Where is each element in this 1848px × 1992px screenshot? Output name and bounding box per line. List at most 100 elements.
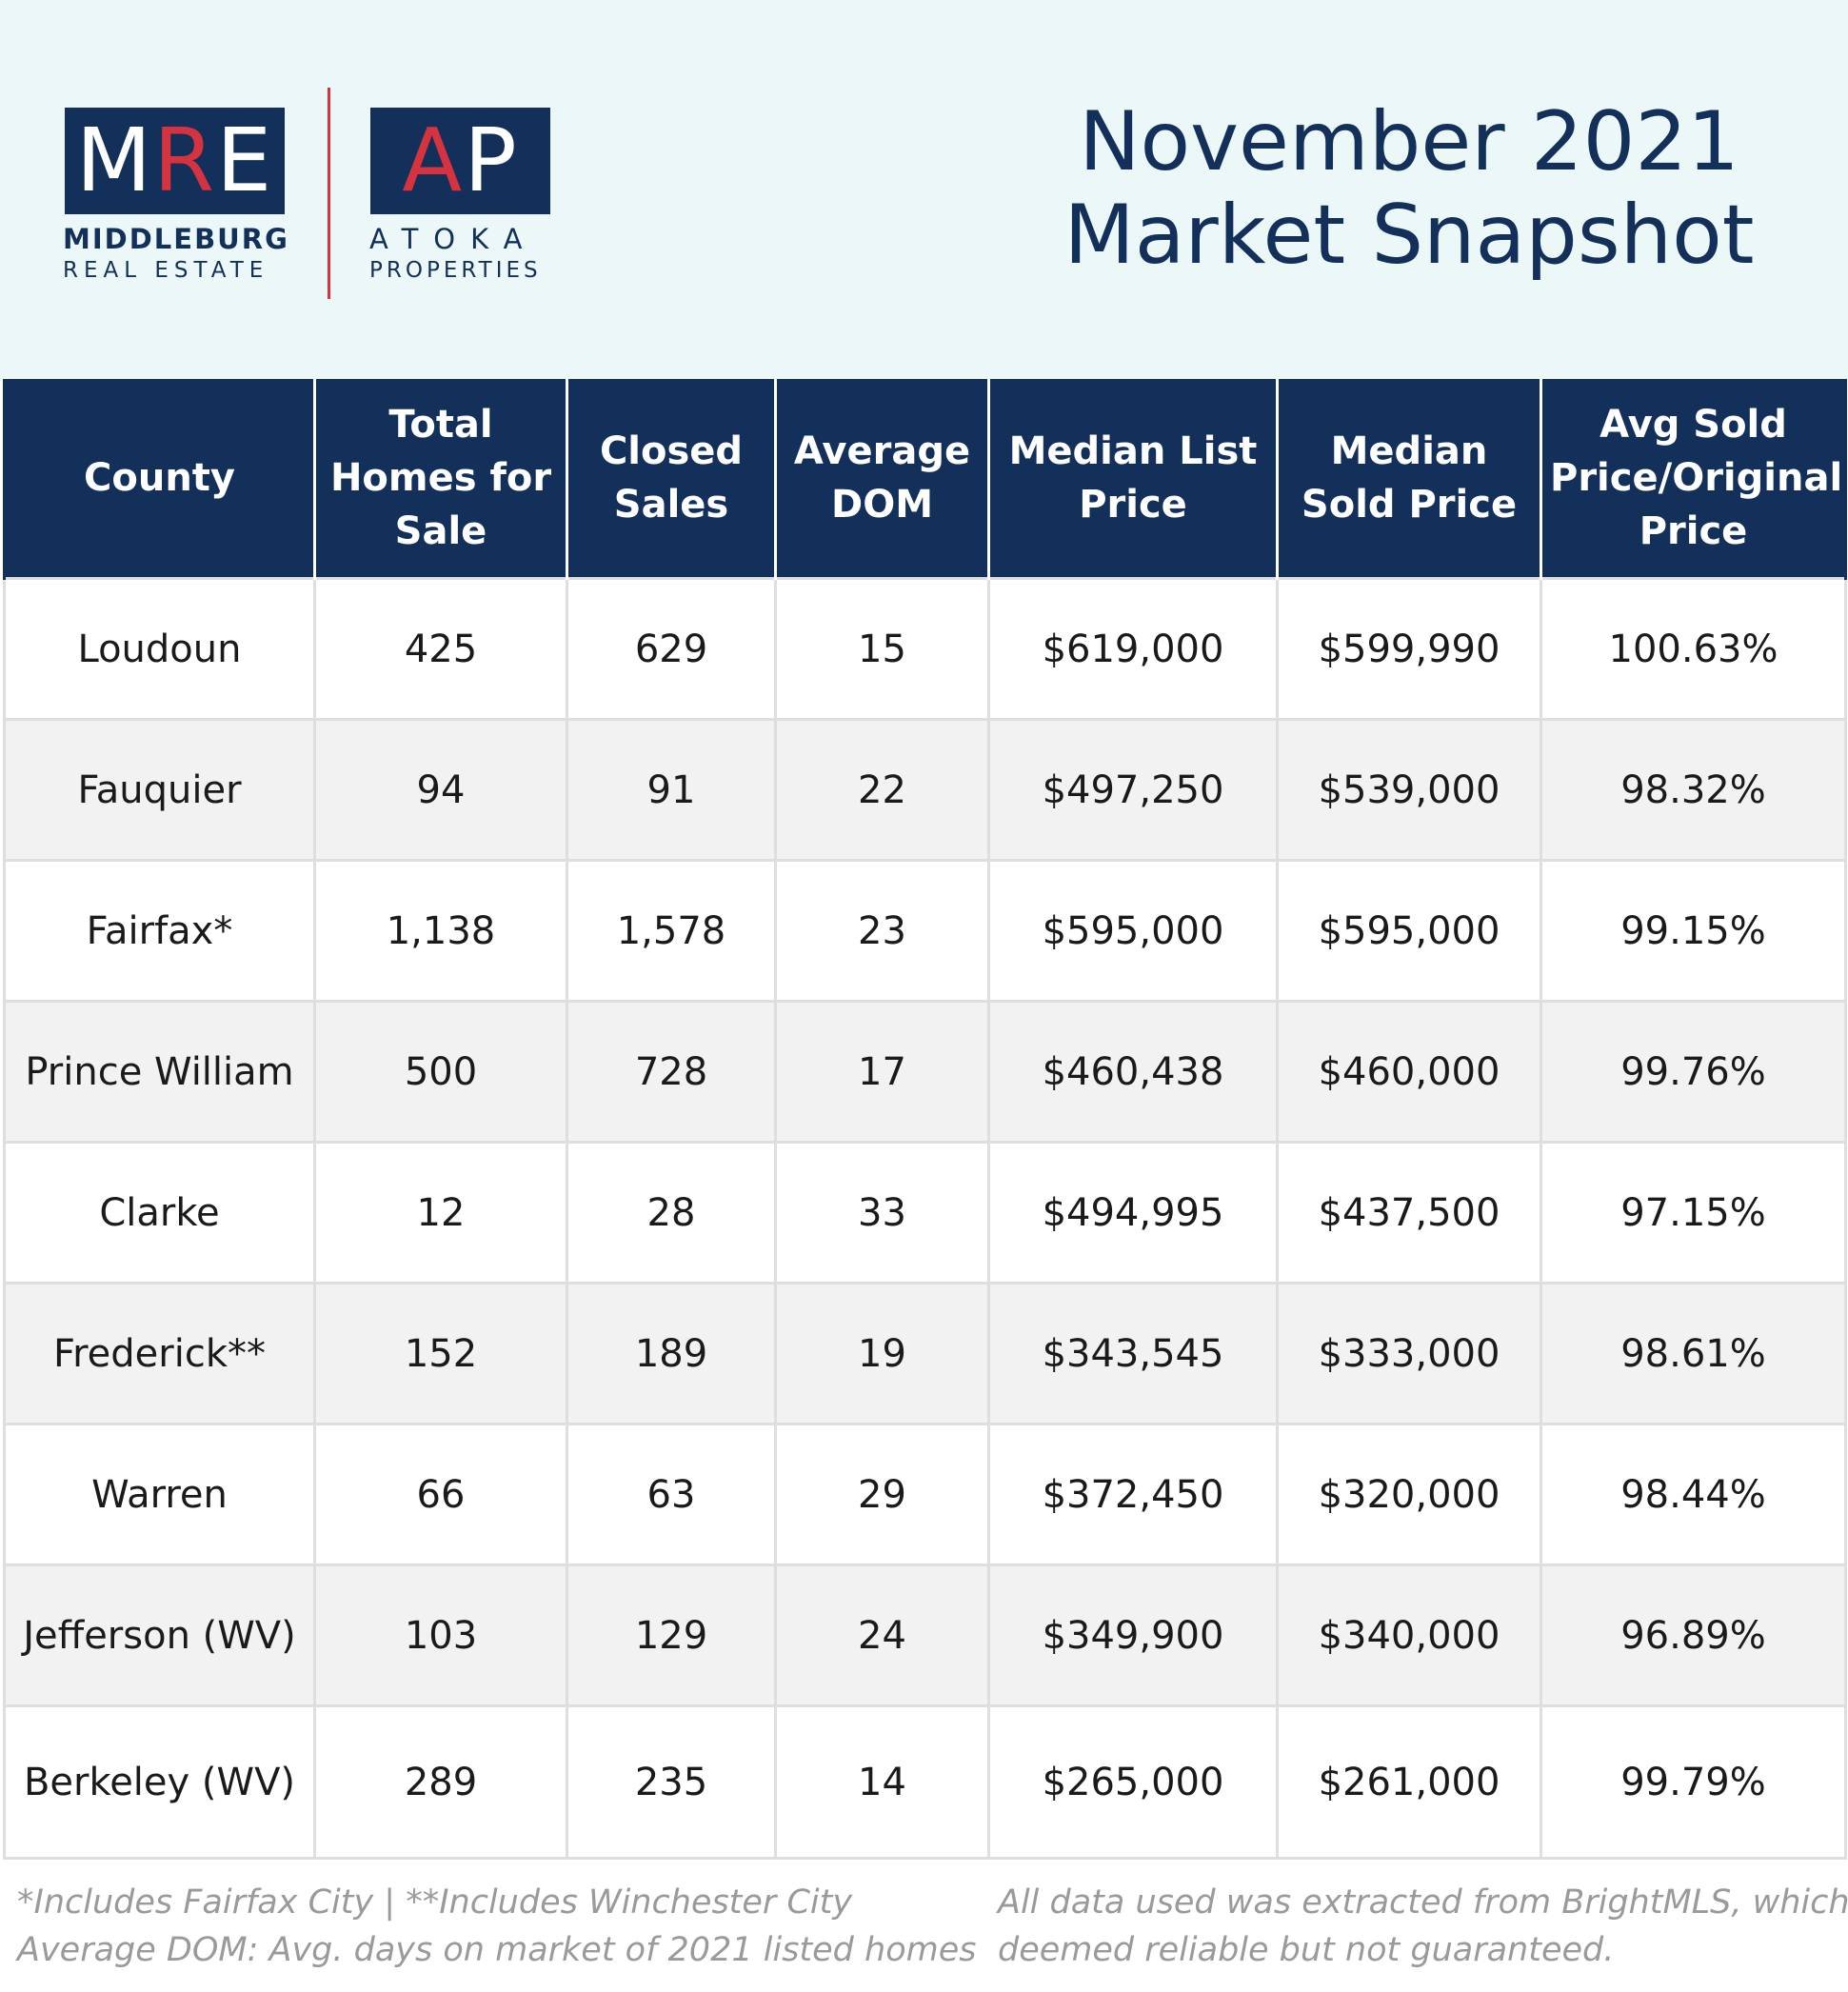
column-header-sold-to-original: Avg Sold Price/Original Price [1540,379,1847,579]
average-dom-cell: 14 [774,1704,990,1860]
county-cell: Prince William [3,1000,316,1144]
atoka-logo: AP [370,108,550,214]
sold-to-original-cell: 96.89% [1540,1564,1847,1707]
closed-sales-cell: 629 [566,577,777,721]
median-sold-price-cell: $333,000 [1276,1282,1542,1425]
average-dom-cell: 24 [774,1564,990,1707]
average-dom-cell: 23 [774,859,990,1003]
title-line-2: Market Snapshot [1063,188,1755,283]
median-sold-price-cell: $437,500 [1276,1141,1542,1285]
closed-sales-cell: 189 [566,1282,777,1425]
county-cell: Berkeley (WV) [3,1704,316,1860]
total-homes-cell: 12 [313,1141,568,1285]
median-list-price-cell: $619,000 [987,577,1279,721]
sold-to-original-cell: 99.79% [1540,1704,1847,1860]
sold-to-original-cell: 98.61% [1540,1282,1847,1425]
column-header-median-list-price: Median List Price [987,379,1279,579]
median-sold-price-cell: $320,000 [1276,1423,1542,1566]
footnote-source: All data used was extracted from BrightM… [998,1883,1848,1922]
county-cell: Clarke [3,1141,316,1285]
column-header-county: County [3,379,316,579]
table-row: Fauquier 94 91 22 $497,250 $539,000 98.3… [3,718,1847,862]
county-cell: Fairfax* [3,859,316,1003]
county-cell: Jefferson (WV) [3,1564,316,1707]
table-row: Prince William 500 728 17 $460,438 $460,… [3,1000,1847,1144]
closed-sales-cell: 728 [566,1000,777,1144]
footnote-disclaimer: deemed reliable but not guaranteed. [998,1931,1615,1969]
mre-logo-tagline: REAL ESTATE [63,258,269,283]
mre-logo-mark: MRE [75,110,274,211]
average-dom-cell: 33 [774,1141,990,1285]
closed-sales-cell: 28 [566,1141,777,1285]
column-header-median-sold-price: Median Sold Price [1276,379,1542,579]
sold-to-original-cell: 100.63% [1540,577,1847,721]
county-cell: Loudoun [3,577,316,721]
total-homes-cell: 1,138 [313,859,568,1003]
table-row: Berkeley (WV) 289 235 14 $265,000 $261,0… [3,1704,1847,1860]
page-title: November 2021 Market Snapshot [1028,95,1790,282]
median-list-price-cell: $494,995 [987,1141,1279,1285]
table-row: Jefferson (WV) 103 129 24 $349,900 $340,… [3,1564,1847,1707]
column-header-closed-sales: Closed Sales [566,379,777,579]
average-dom-cell: 17 [774,1000,990,1144]
atoka-logo-tagline: PROPERTIES [369,258,542,283]
median-sold-price-cell: $599,990 [1276,577,1542,721]
closed-sales-cell: 63 [566,1423,777,1566]
average-dom-cell: 15 [774,577,990,721]
table-header-row: County Total Homes for Sale Closed Sales… [3,379,1847,579]
total-homes-cell: 103 [313,1564,568,1707]
total-homes-cell: 94 [313,718,568,862]
median-sold-price-cell: $539,000 [1276,718,1542,862]
table-row: Loudoun 425 629 15 $619,000 $599,990 100… [3,577,1847,721]
total-homes-cell: 66 [313,1423,568,1566]
footnote-right: All data used was extracted from BrightM… [998,1879,1848,1974]
sold-to-original-cell: 98.44% [1540,1423,1847,1566]
table-row: Frederick** 152 189 19 $343,545 $333,000… [3,1282,1847,1425]
title-line-1: November 2021 [1079,94,1739,189]
table-row: Warren 66 63 29 $372,450 $320,000 98.44% [3,1423,1847,1566]
mre-logo: MRE [65,108,285,214]
county-cell: Warren [3,1423,316,1566]
county-cell: Fauquier [3,718,316,862]
sold-to-original-cell: 98.32% [1540,718,1847,862]
average-dom-cell: 29 [774,1423,990,1566]
table-row: Clarke 12 28 33 $494,995 $437,500 97.15% [3,1141,1847,1285]
median-list-price-cell: $460,438 [987,1000,1279,1144]
footnote-includes: *Includes Fairfax City | **Includes Winc… [17,1883,853,1922]
median-list-price-cell: $497,250 [987,718,1279,862]
column-header-average-dom: Average DOM [774,379,990,579]
median-sold-price-cell: $261,000 [1276,1704,1542,1860]
average-dom-cell: 19 [774,1282,990,1425]
sold-to-original-cell: 97.15% [1540,1141,1847,1285]
median-sold-price-cell: $460,000 [1276,1000,1542,1144]
average-dom-cell: 22 [774,718,990,862]
median-list-price-cell: $265,000 [987,1704,1279,1860]
median-list-price-cell: $595,000 [987,859,1279,1003]
total-homes-cell: 152 [313,1282,568,1425]
header-band [0,0,1848,379]
footnote-dom-definition: Average DOM: Avg. days on market of 2021… [17,1931,977,1969]
median-list-price-cell: $372,450 [987,1423,1279,1566]
closed-sales-cell: 91 [566,718,777,862]
table-row: Fairfax* 1,138 1,578 23 $595,000 $595,00… [3,859,1847,1003]
total-homes-cell: 425 [313,577,568,721]
mre-logo-name: MIDDLEBURG [63,223,289,255]
closed-sales-cell: 129 [566,1564,777,1707]
total-homes-cell: 500 [313,1000,568,1144]
atoka-logo-mark: AP [402,110,519,211]
median-sold-price-cell: $595,000 [1276,859,1542,1003]
median-list-price-cell: $343,545 [987,1282,1279,1425]
median-list-price-cell: $349,900 [987,1564,1279,1707]
market-snapshot-table: County Total Homes for Sale Closed Sales… [3,379,1847,1860]
atoka-logo-name: ATOKA [369,223,538,255]
median-sold-price-cell: $340,000 [1276,1564,1542,1707]
closed-sales-cell: 1,578 [566,859,777,1003]
sold-to-original-cell: 99.15% [1540,859,1847,1003]
column-header-total-homes: Total Homes for Sale [313,379,568,579]
logo-divider [328,88,330,299]
county-cell: Frederick** [3,1282,316,1425]
total-homes-cell: 289 [313,1704,568,1860]
sold-to-original-cell: 99.76% [1540,1000,1847,1144]
footnote-left: *Includes Fairfax City | **Includes Winc… [17,1879,976,1974]
closed-sales-cell: 235 [566,1704,777,1860]
